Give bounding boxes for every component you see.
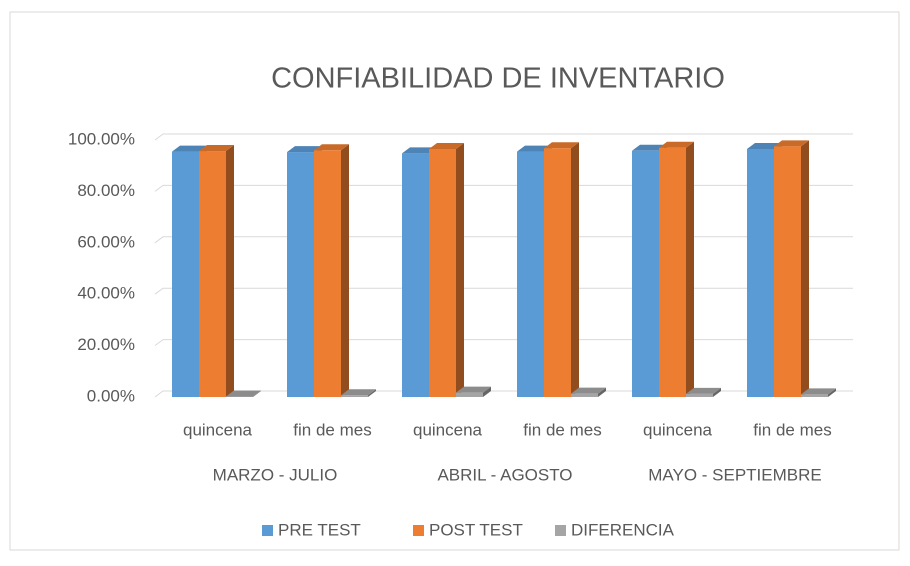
bar-front	[456, 392, 483, 397]
y-tick-label: 0.00%	[87, 386, 135, 405]
grid-line	[154, 390, 853, 398]
y-tick-label: 100.00%	[68, 129, 135, 148]
bar-top	[544, 142, 579, 149]
bar-side	[801, 140, 809, 398]
bar-front	[287, 152, 314, 397]
bar-top	[632, 144, 667, 151]
bar	[544, 142, 579, 397]
bar	[199, 145, 234, 397]
bar-front	[341, 395, 368, 397]
grid-line	[154, 236, 853, 244]
x-tick-label: quincena	[413, 420, 483, 439]
legend-label: PRE TEST	[278, 520, 361, 539]
legend-label: POST TEST	[429, 520, 523, 539]
legend-label: DIFERENCIA	[571, 520, 675, 539]
bar	[314, 144, 349, 397]
bar-top	[314, 144, 349, 151]
chart-title: CONFIABILIDAD DE INVENTARIO	[271, 63, 725, 95]
bar-top	[226, 390, 261, 397]
bar-side	[368, 389, 376, 397]
bar-top	[456, 386, 491, 393]
x-group-label: MARZO - JULIO	[213, 465, 338, 484]
legend-swatch	[555, 525, 566, 536]
bar-top	[571, 387, 606, 394]
y-tick-label: 40.00%	[77, 284, 135, 303]
bar-side	[713, 387, 721, 397]
bar-front	[686, 393, 713, 397]
bar-front	[199, 151, 226, 397]
grid-line	[154, 287, 853, 295]
bar-side	[571, 142, 579, 397]
bar-top	[172, 145, 207, 152]
bar-side	[483, 386, 491, 397]
bar-top	[341, 389, 376, 396]
bar-front	[632, 150, 659, 397]
bar-top	[774, 140, 809, 147]
bar-top	[402, 147, 437, 154]
legend-swatch	[262, 525, 273, 536]
bar	[456, 386, 491, 397]
bar-top	[686, 387, 721, 394]
bar-side	[686, 141, 694, 397]
x-tick-label: fin de mes	[523, 420, 601, 439]
bar-top	[199, 145, 234, 152]
bar-front	[571, 393, 598, 397]
x-tick-label: quincena	[183, 420, 253, 439]
bar	[659, 141, 694, 397]
x-group-label: MAYO - SEPTIEMBRE	[648, 465, 822, 484]
bar-side	[456, 142, 464, 397]
bar-top	[517, 145, 552, 152]
bar-side	[226, 145, 234, 397]
bar	[801, 388, 836, 397]
bar	[341, 389, 376, 397]
x-tick-label: fin de mes	[293, 420, 371, 439]
x-tick-label: fin de mes	[753, 420, 831, 439]
bar-side	[828, 388, 836, 397]
bar-front	[429, 148, 456, 397]
bar-top	[801, 388, 836, 395]
bar-front	[544, 148, 571, 397]
bar-front	[402, 153, 429, 397]
bar-top	[287, 146, 322, 153]
grid-line	[154, 339, 853, 347]
y-tick-label: 80.00%	[77, 181, 135, 200]
bar-front	[774, 146, 801, 397]
y-tick-label: 20.00%	[77, 335, 135, 354]
bar-front	[747, 148, 774, 397]
bar	[571, 387, 606, 397]
bar-front	[226, 396, 253, 397]
x-tick-label: quincena	[643, 420, 713, 439]
legend-swatch	[413, 525, 424, 536]
bar	[774, 140, 809, 398]
bar-front	[172, 151, 199, 397]
bar	[686, 387, 721, 397]
bar-side	[253, 390, 261, 397]
bar-front	[659, 147, 686, 397]
bar	[226, 390, 261, 397]
bar-side	[341, 144, 349, 397]
bar-top	[747, 142, 782, 149]
bar-front	[801, 394, 828, 397]
bar-front	[314, 150, 341, 397]
grid-line	[154, 133, 853, 141]
bar-front	[517, 151, 544, 397]
bar-side	[598, 387, 606, 397]
bar-top	[429, 142, 464, 149]
bar	[429, 142, 464, 397]
y-tick-label: 60.00%	[77, 232, 135, 251]
bar-top	[659, 141, 694, 148]
grid-line	[154, 184, 853, 192]
x-group-label: ABRIL - AGOSTO	[437, 465, 572, 484]
